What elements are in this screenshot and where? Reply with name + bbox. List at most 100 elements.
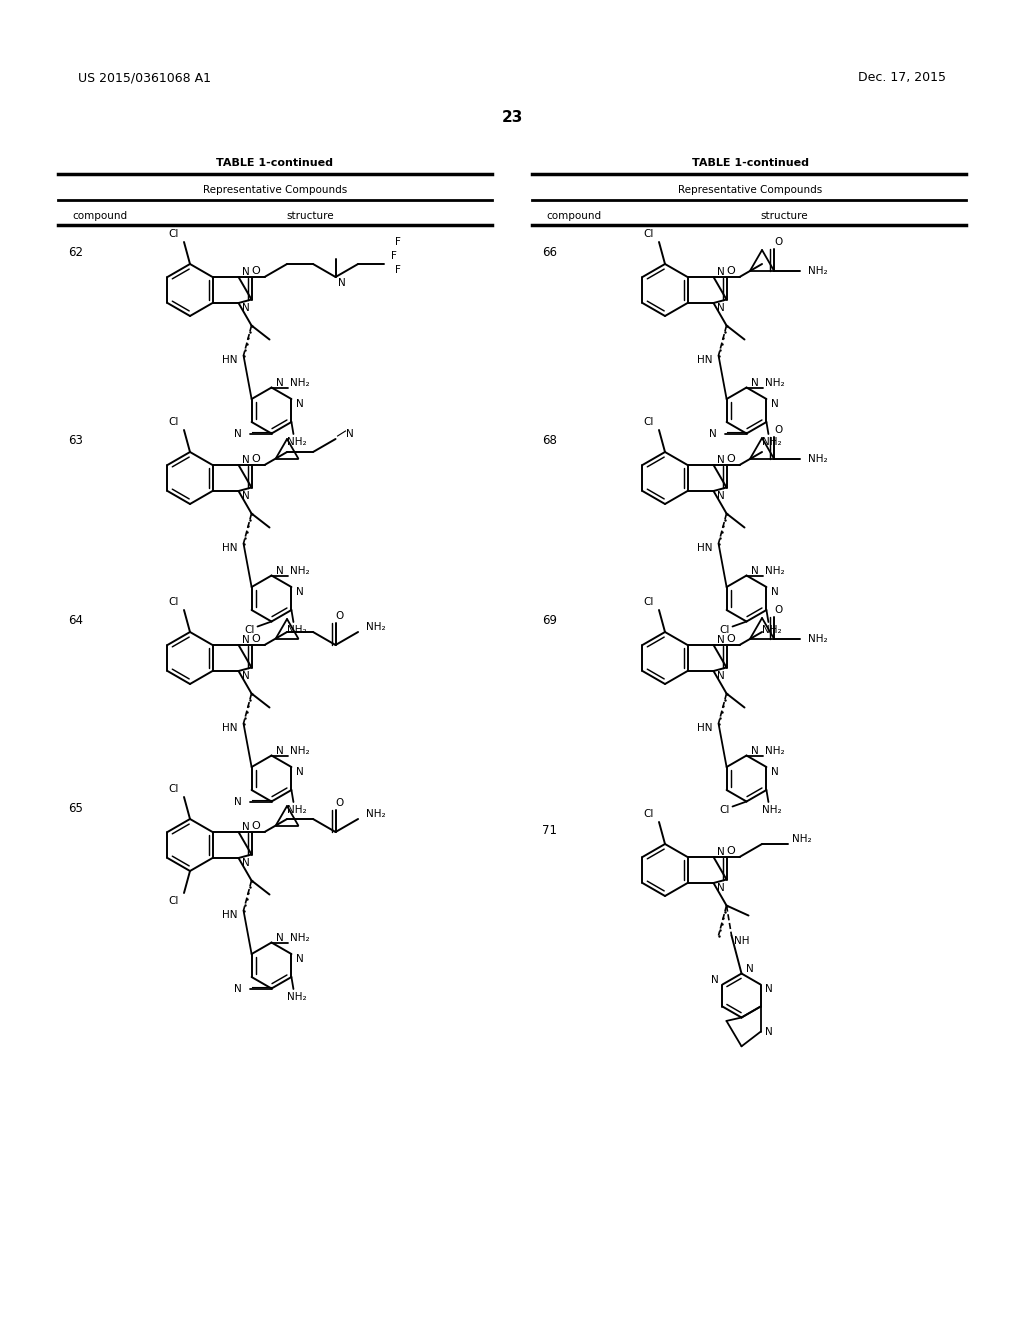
- Text: NH₂: NH₂: [287, 993, 306, 1002]
- Text: O: O: [251, 454, 260, 463]
- Text: N: N: [771, 767, 778, 777]
- Text: N: N: [242, 267, 250, 277]
- Text: NH₂: NH₂: [762, 624, 781, 635]
- Text: N: N: [765, 983, 772, 994]
- Text: N: N: [717, 455, 724, 465]
- Text: 63: 63: [68, 433, 83, 446]
- Text: N: N: [709, 429, 717, 438]
- Text: O: O: [251, 634, 260, 644]
- Text: HN: HN: [696, 722, 713, 733]
- Text: N: N: [717, 267, 724, 277]
- Text: 65: 65: [68, 801, 83, 814]
- Text: N: N: [717, 304, 724, 313]
- Text: N: N: [233, 429, 242, 438]
- Text: O: O: [774, 605, 782, 615]
- Text: NH₂: NH₂: [290, 932, 309, 942]
- Text: N: N: [717, 671, 724, 681]
- Text: O: O: [726, 454, 735, 463]
- Text: O: O: [336, 799, 344, 808]
- Text: NH₂: NH₂: [290, 378, 309, 388]
- Text: structure: structure: [286, 211, 334, 220]
- Text: Cl: Cl: [169, 597, 179, 607]
- Text: Cl: Cl: [169, 228, 179, 239]
- Text: 23: 23: [502, 111, 522, 125]
- Text: N: N: [275, 932, 284, 942]
- Text: HN: HN: [222, 909, 238, 920]
- Text: N: N: [765, 1027, 772, 1036]
- Text: N: N: [346, 429, 353, 440]
- Text: 69: 69: [542, 614, 557, 627]
- Text: NH₂: NH₂: [762, 805, 781, 814]
- Text: TABLE 1-continued: TABLE 1-continued: [691, 158, 809, 168]
- Text: Cl: Cl: [644, 597, 654, 607]
- Text: N: N: [275, 565, 284, 576]
- Text: NH₂: NH₂: [367, 809, 386, 818]
- Text: 64: 64: [68, 614, 83, 627]
- Text: Cl: Cl: [719, 804, 730, 814]
- Text: Cl: Cl: [644, 417, 654, 426]
- Text: O: O: [251, 821, 260, 830]
- Text: NH₂: NH₂: [765, 378, 784, 388]
- Text: NH₂: NH₂: [808, 267, 828, 276]
- Text: HN: HN: [696, 355, 713, 364]
- Text: HN: HN: [222, 722, 238, 733]
- Text: US 2015/0361068 A1: US 2015/0361068 A1: [78, 71, 211, 84]
- Text: N: N: [771, 587, 778, 597]
- Text: NH₂: NH₂: [808, 454, 828, 465]
- Text: NH₂: NH₂: [287, 805, 306, 814]
- Text: NH: NH: [734, 936, 750, 945]
- Text: N: N: [717, 635, 724, 645]
- Text: TABLE 1-continued: TABLE 1-continued: [216, 158, 334, 168]
- Text: structure: structure: [760, 211, 808, 220]
- Text: N: N: [717, 491, 724, 502]
- Text: N: N: [242, 491, 250, 502]
- Text: Cl: Cl: [169, 896, 179, 906]
- Text: O: O: [774, 238, 782, 247]
- Text: N: N: [717, 847, 724, 857]
- Text: N: N: [233, 983, 242, 994]
- Text: NH₂: NH₂: [793, 834, 812, 843]
- Text: NH₂: NH₂: [290, 746, 309, 755]
- Text: Cl: Cl: [719, 624, 730, 635]
- Text: N: N: [338, 279, 345, 288]
- Text: HN: HN: [222, 355, 238, 364]
- Text: F: F: [395, 265, 401, 275]
- Text: N: N: [242, 304, 250, 313]
- Text: F: F: [391, 251, 397, 261]
- Text: N: N: [242, 455, 250, 465]
- Text: HN: HN: [696, 543, 713, 553]
- Text: N: N: [771, 399, 778, 409]
- Text: NH₂: NH₂: [287, 437, 306, 447]
- Text: N: N: [242, 671, 250, 681]
- Text: NH₂: NH₂: [765, 746, 784, 755]
- Text: N: N: [751, 565, 759, 576]
- Text: Cl: Cl: [169, 784, 179, 795]
- Text: N: N: [275, 378, 284, 388]
- Text: HN: HN: [222, 543, 238, 553]
- Text: 68: 68: [542, 433, 557, 446]
- Text: N: N: [296, 399, 303, 409]
- Text: Cl: Cl: [245, 624, 255, 635]
- Text: NH₂: NH₂: [762, 437, 781, 447]
- Text: compound: compound: [547, 211, 601, 220]
- Text: N: N: [242, 635, 250, 645]
- Text: N: N: [711, 974, 719, 985]
- Text: NH₂: NH₂: [367, 622, 386, 632]
- Text: 71: 71: [542, 824, 557, 837]
- Text: Representative Compounds: Representative Compounds: [203, 185, 347, 195]
- Text: Cl: Cl: [644, 809, 654, 818]
- Text: NH₂: NH₂: [287, 624, 306, 635]
- Text: N: N: [242, 858, 250, 869]
- Text: compound: compound: [73, 211, 128, 220]
- Text: N: N: [717, 883, 724, 894]
- Text: N: N: [751, 378, 759, 388]
- Text: N: N: [275, 746, 284, 755]
- Text: O: O: [774, 425, 782, 436]
- Text: N: N: [296, 954, 303, 964]
- Text: NH₂: NH₂: [290, 565, 309, 576]
- Text: O: O: [336, 611, 344, 620]
- Text: 62: 62: [68, 247, 83, 260]
- Text: N: N: [751, 746, 759, 755]
- Text: NH₂: NH₂: [808, 634, 828, 644]
- Text: 66: 66: [542, 247, 557, 260]
